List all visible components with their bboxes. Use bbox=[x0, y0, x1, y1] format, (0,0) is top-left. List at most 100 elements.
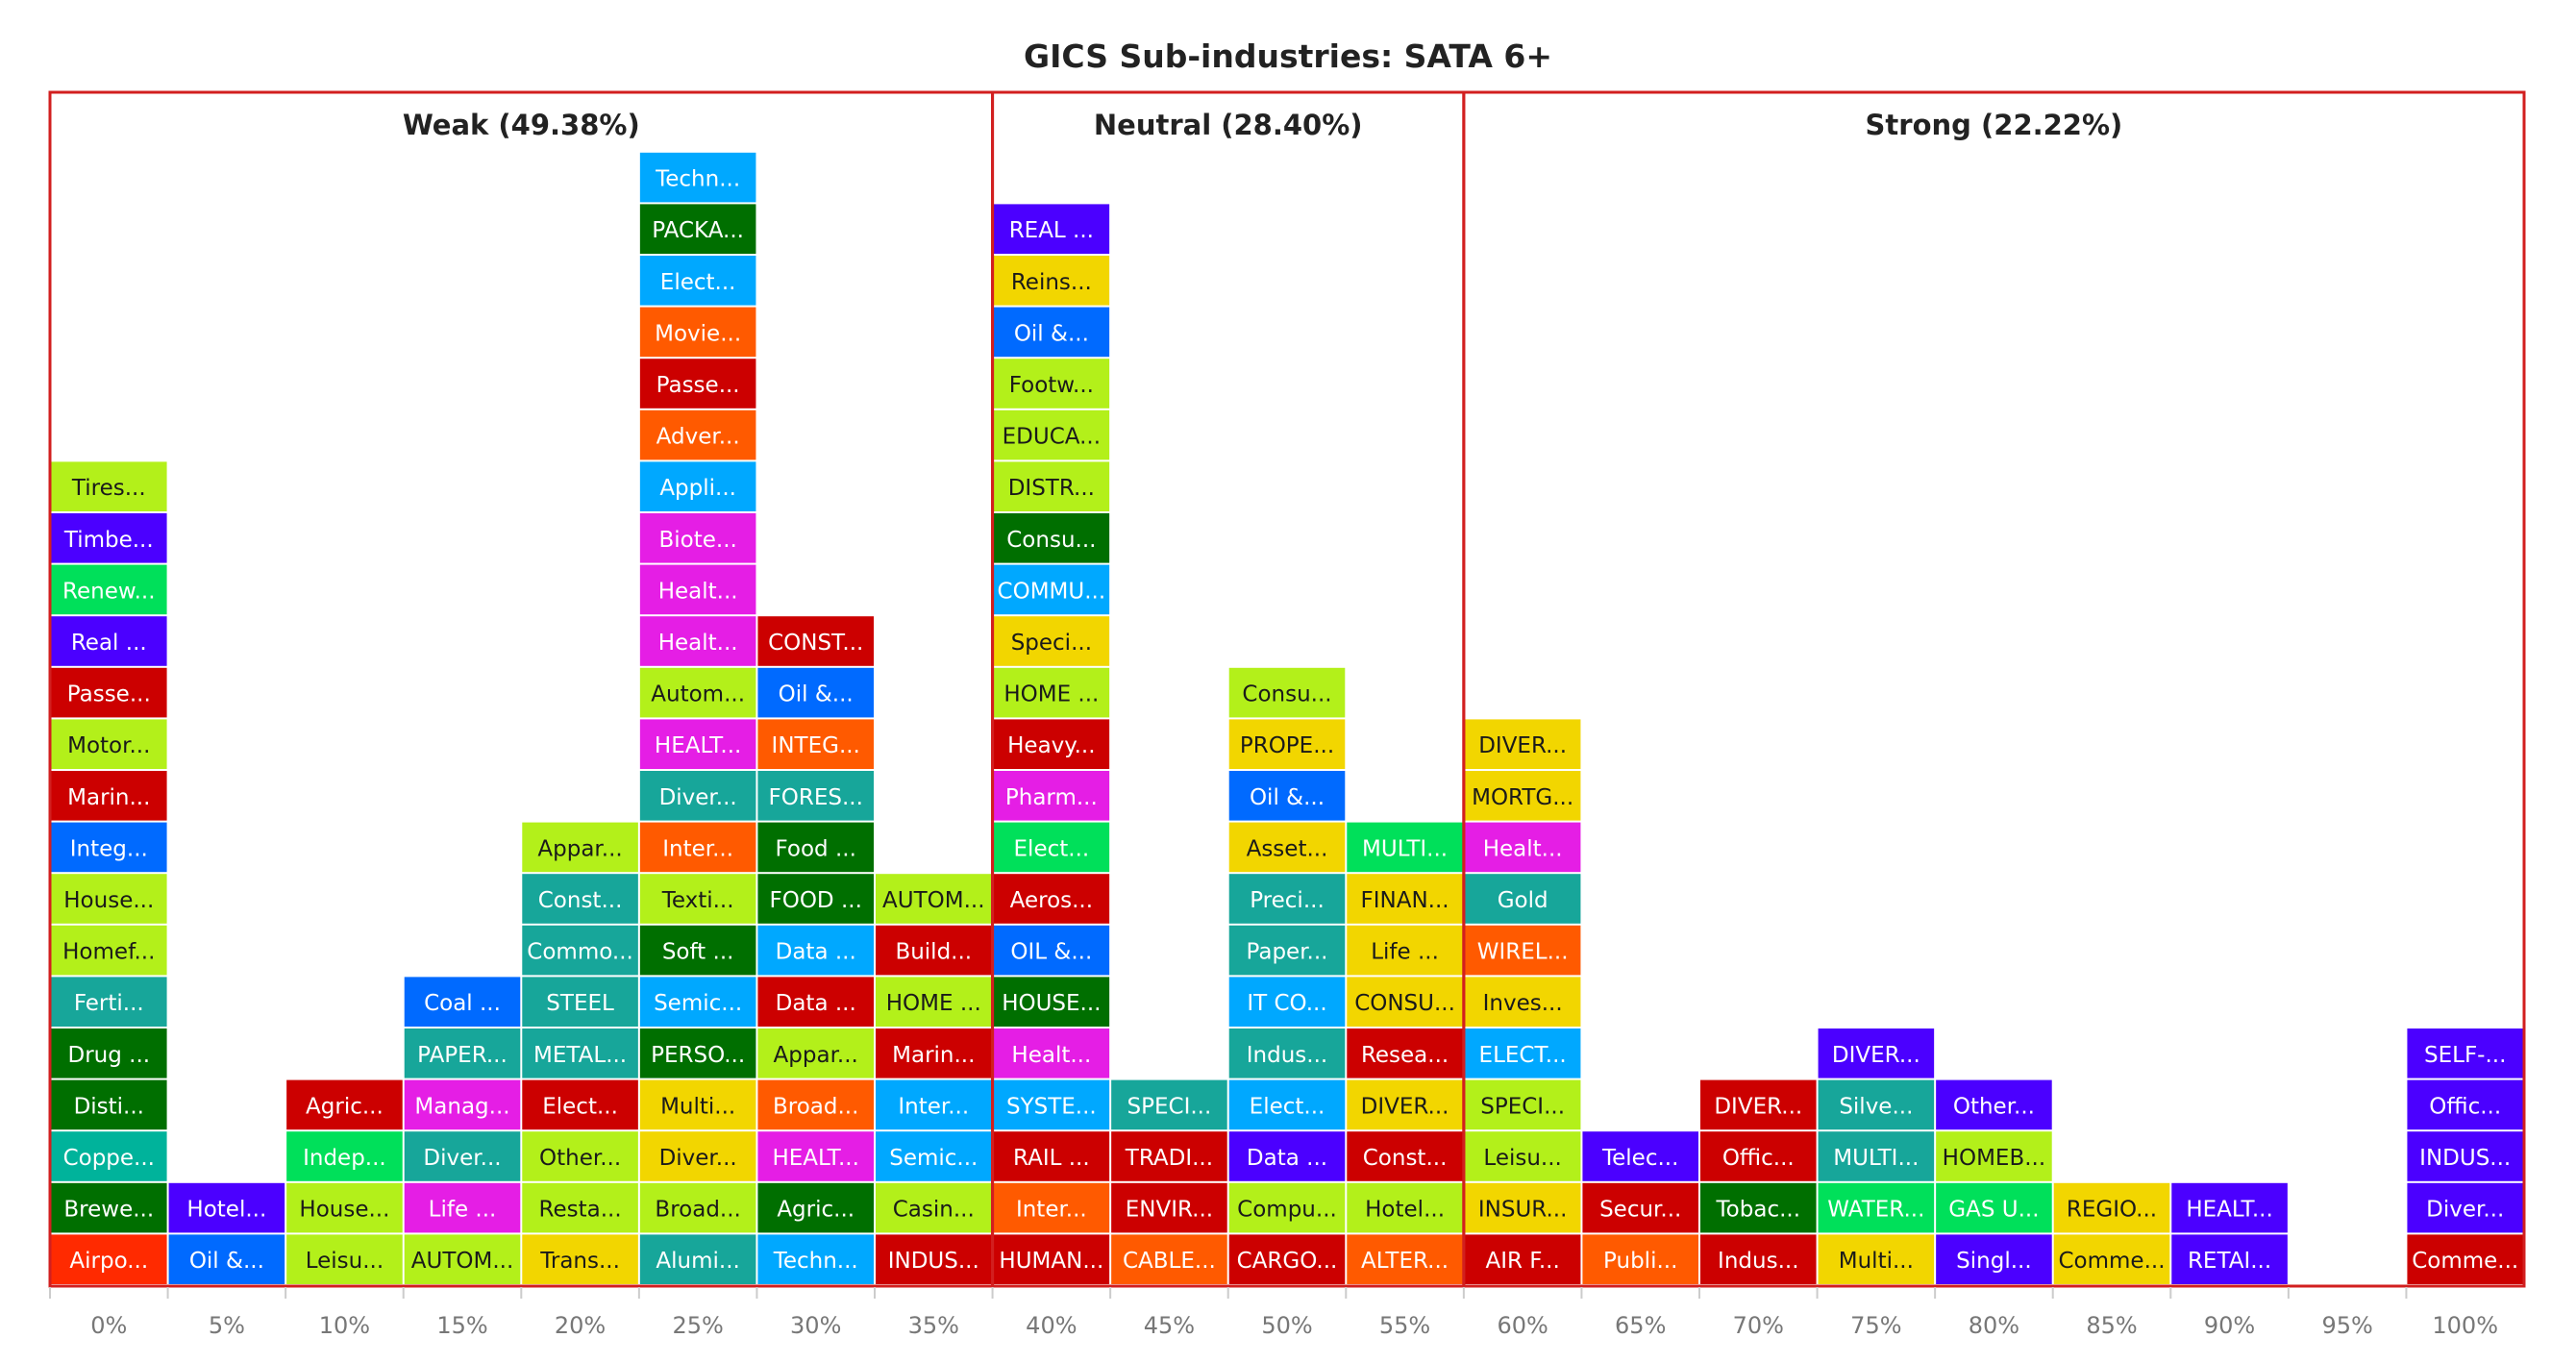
chart-block-label: Consu... bbox=[1242, 682, 1331, 707]
chart-block bbox=[993, 1131, 1110, 1181]
chart-block bbox=[522, 1028, 638, 1078]
chart-block-label: Inter... bbox=[662, 836, 733, 861]
chart-block bbox=[522, 1131, 638, 1181]
chart-block bbox=[1228, 1079, 1346, 1130]
chart-block bbox=[522, 1234, 638, 1284]
chart-block bbox=[1936, 1182, 2052, 1233]
chart-block bbox=[757, 1182, 874, 1233]
chart-block-label: PAPER... bbox=[417, 1043, 508, 1068]
chart-block-label: Diver... bbox=[659, 1146, 737, 1171]
chart-block bbox=[993, 1079, 1110, 1130]
chart-block-label: Elect... bbox=[660, 270, 736, 295]
chart-block-label: Appar... bbox=[537, 836, 622, 861]
chart-block bbox=[1464, 977, 1581, 1027]
chart-block bbox=[286, 1079, 403, 1130]
chart-block bbox=[876, 1131, 992, 1181]
chart-block-label: Broad... bbox=[655, 1198, 740, 1223]
x-tick-label: 15% bbox=[436, 1312, 487, 1339]
chart-block-label: CONSU... bbox=[1354, 991, 1455, 1016]
chart-block-label: Comme... bbox=[2412, 1249, 2518, 1274]
chart-block-label: ENVIR... bbox=[1126, 1198, 1213, 1223]
chart-block bbox=[1347, 1182, 1463, 1233]
chart-block bbox=[1700, 1234, 1817, 1284]
chart-block bbox=[1111, 1182, 1227, 1233]
chart-block bbox=[1111, 1131, 1227, 1181]
chart-block-label: Integ... bbox=[70, 836, 148, 861]
x-tick-label: 55% bbox=[1379, 1312, 1430, 1339]
chart-block bbox=[993, 461, 1110, 511]
chart-block-label: Texti... bbox=[661, 888, 734, 913]
chart-block-label: REAL ... bbox=[1009, 218, 1094, 243]
chart-block-label: Data ... bbox=[776, 940, 856, 965]
chart-block-label: Offic... bbox=[1722, 1146, 1795, 1171]
chart-block bbox=[51, 667, 167, 718]
chart-block bbox=[2171, 1182, 2288, 1233]
chart-block bbox=[51, 564, 167, 615]
chart-block bbox=[286, 1234, 403, 1284]
chart-block bbox=[639, 771, 756, 821]
chart-block-label: Biote... bbox=[658, 528, 736, 553]
chart-block-label: Passe... bbox=[656, 373, 740, 398]
chart-block bbox=[757, 667, 874, 718]
chart-block bbox=[757, 1028, 874, 1078]
zone-label: Strong (22.22%) bbox=[1866, 109, 2123, 141]
chart-block bbox=[1464, 1131, 1581, 1181]
chart-block-label: CABLE... bbox=[1123, 1249, 1216, 1274]
chart-block-label: Leisu... bbox=[306, 1249, 384, 1274]
x-tick-label: 25% bbox=[672, 1312, 723, 1339]
chart-block bbox=[51, 461, 167, 511]
chart-block bbox=[168, 1182, 285, 1233]
x-tick-label: 45% bbox=[1144, 1312, 1195, 1339]
chart-block-label: Singl... bbox=[1956, 1249, 2032, 1274]
x-tick-label: 50% bbox=[1261, 1312, 1312, 1339]
chart-block-label: DISTR... bbox=[1008, 476, 1095, 501]
chart-block bbox=[1464, 822, 1581, 873]
chart-block bbox=[286, 1131, 403, 1181]
chart-block bbox=[876, 977, 992, 1027]
x-tick-label: 40% bbox=[1026, 1312, 1077, 1339]
chart-block bbox=[1228, 1131, 1346, 1181]
chart-block-label: WIREL... bbox=[1477, 940, 1569, 965]
chart-block bbox=[168, 1234, 285, 1284]
chart-block-label: Marin... bbox=[892, 1043, 975, 1068]
chart-block bbox=[51, 719, 167, 769]
chart-block-label: Hotel... bbox=[186, 1198, 266, 1223]
chart-block bbox=[1347, 874, 1463, 924]
chart-block-label: Tires... bbox=[71, 476, 146, 501]
chart-block bbox=[51, 616, 167, 666]
chart-block bbox=[639, 1234, 756, 1284]
chart-block bbox=[1228, 719, 1346, 769]
chart-block bbox=[993, 564, 1110, 615]
chart-block-label: WATER... bbox=[1827, 1198, 1924, 1223]
chart-block bbox=[757, 822, 874, 873]
chart-block-label: Const... bbox=[538, 888, 623, 913]
chart-block-label: Diver... bbox=[2426, 1198, 2504, 1223]
chart-block-label: MULTI... bbox=[1833, 1146, 1919, 1171]
chart-block bbox=[639, 256, 756, 306]
chart-block-label: DIVER... bbox=[1478, 733, 1567, 758]
chart-block bbox=[639, 513, 756, 563]
chart-block bbox=[876, 1182, 992, 1233]
chart-block-label: INDUS... bbox=[888, 1249, 979, 1274]
chart-block-label: Build... bbox=[895, 940, 972, 965]
chart-block-label: Techn... bbox=[655, 167, 740, 192]
chart-block bbox=[639, 1079, 756, 1130]
chart-block-label: Appar... bbox=[774, 1043, 858, 1068]
chart-block-label: HOUSE... bbox=[1002, 991, 1101, 1016]
chart-block bbox=[639, 409, 756, 460]
chart-block bbox=[876, 1079, 992, 1130]
x-tick-label: 100% bbox=[2432, 1312, 2498, 1339]
chart-block-label: ELECT... bbox=[1479, 1043, 1567, 1068]
chart-block bbox=[1228, 925, 1346, 976]
chart-block-label: Motor... bbox=[67, 733, 150, 758]
chart-block bbox=[1818, 1182, 1935, 1233]
chart-block-label: Indep... bbox=[303, 1146, 386, 1171]
chart-block bbox=[993, 616, 1110, 666]
chart-block bbox=[2407, 1079, 2523, 1130]
x-tick-label: 60% bbox=[1497, 1312, 1548, 1339]
chart-block bbox=[2053, 1182, 2170, 1233]
chart-block bbox=[639, 616, 756, 666]
chart-block bbox=[1347, 1079, 1463, 1130]
chart-block-label: CONST... bbox=[768, 631, 863, 656]
chart-block bbox=[757, 874, 874, 924]
